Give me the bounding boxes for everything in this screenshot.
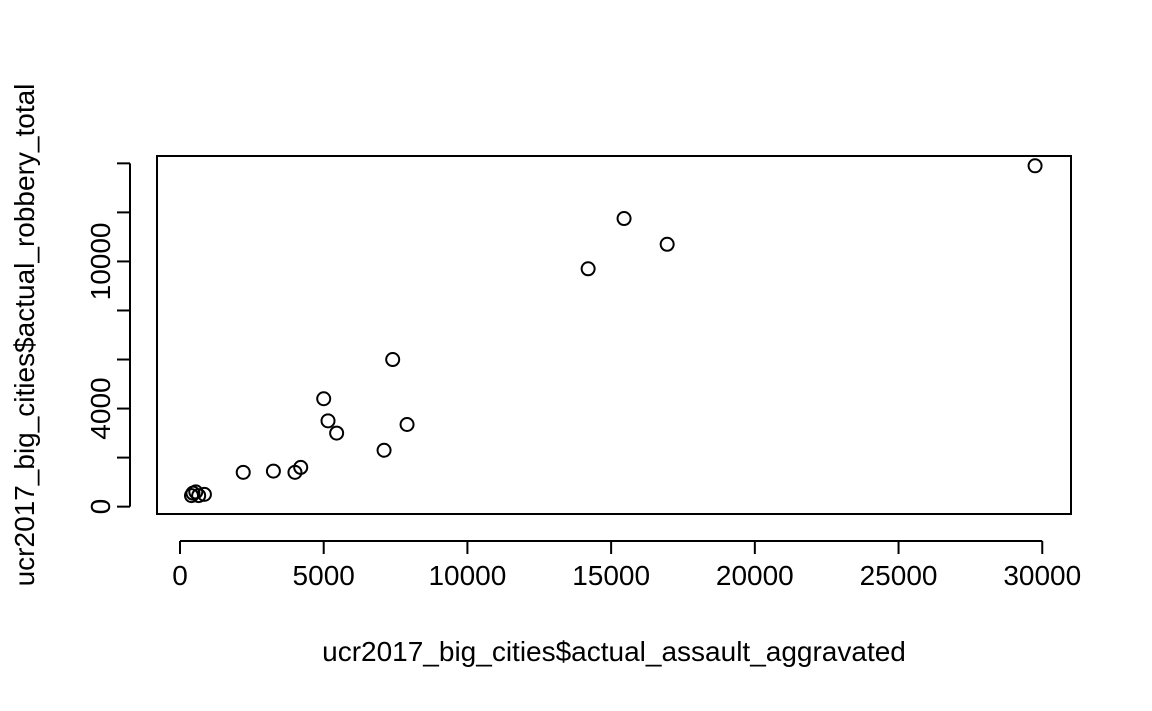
y-tick-label: 10000 [85,223,116,301]
y-axis: 0 4000 10000 [85,162,131,515]
x-tick-label: 10000 [428,560,506,591]
data-point [183,488,199,504]
data-point [376,442,392,458]
data-point [316,391,332,407]
x-tick-label: 30000 [1003,560,1081,591]
x-tick-label: 0 [172,560,188,591]
data-point [659,236,675,252]
data-point [329,425,345,441]
y-axis-title: ucr2017_big_cities$actual_robbery_total [9,84,40,587]
data-point [265,463,281,479]
y-tick-label: 4000 [85,377,116,439]
x-tick-label: 20000 [716,560,794,591]
x-tick-label: 5000 [293,560,355,591]
data-point [287,464,303,480]
data-point [399,417,415,432]
y-tick-label: 0 [85,499,116,515]
x-axis: 0 5000 10000 15000 20000 25000 30000 [172,540,1081,591]
x-tick-label: 15000 [572,560,650,591]
data-point [1027,158,1043,174]
data-point [385,352,401,368]
x-axis-title: ucr2017_big_cities$actual_assault_aggrav… [322,636,906,667]
data-point [235,464,251,480]
data-point [580,261,596,277]
plot-frame [156,155,1072,515]
x-tick-label: 25000 [860,560,938,591]
data-points [183,158,1043,504]
data-point [616,211,632,227]
data-point [320,413,336,429]
